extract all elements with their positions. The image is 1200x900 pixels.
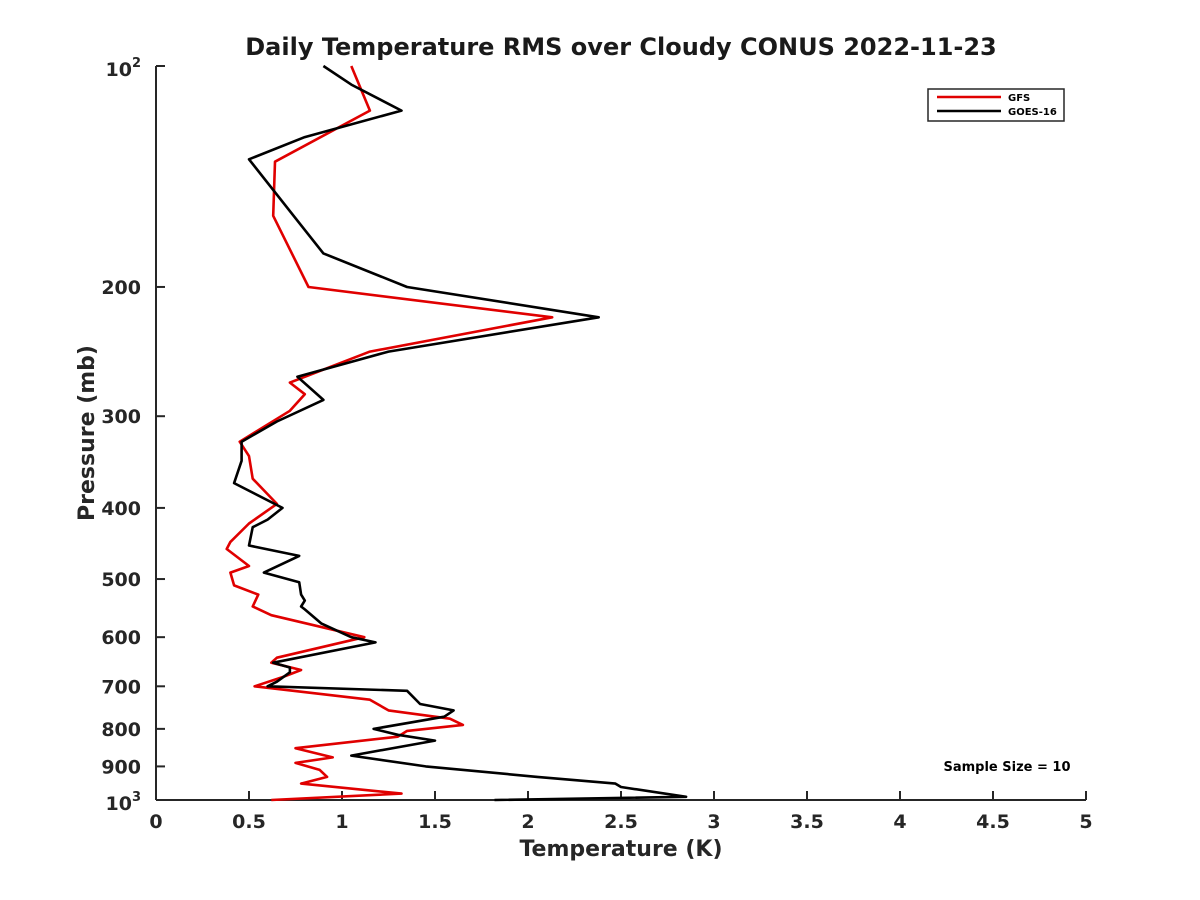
x-tick-label: 5	[1079, 811, 1092, 833]
y-tick-label: 700	[101, 676, 141, 698]
legend-label: GOES-16	[1008, 107, 1057, 118]
sample-size-annotation: Sample Size = 10	[943, 760, 1070, 775]
x-tick-label: 2.5	[604, 811, 638, 833]
y-tick-label: 103	[106, 790, 142, 815]
y-tick-label: 500	[101, 569, 141, 591]
series-line-gfs	[225, 65, 554, 802]
x-tick-label: 4.5	[976, 811, 1010, 833]
legend-label: GFS	[1008, 93, 1030, 104]
chart-title: Daily Temperature RMS over Cloudy CONUS …	[245, 33, 997, 61]
legend: GFS GOES-16	[927, 88, 1065, 122]
y-ticks: 200 300 400 500 600 700 800 900 102 103	[101, 56, 165, 815]
x-axis-label: Temperature (K)	[519, 837, 722, 862]
legend-box	[927, 88, 1065, 122]
y-tick-label: 600	[101, 627, 141, 649]
plot-area: 0 0.5 1 1.5 2 2.5 3 3.5 4 4.5 5 200 300 400 500 600 700…	[101, 56, 1092, 833]
x-tick-label: 0.5	[232, 811, 266, 833]
y-tick-label: 200	[101, 277, 141, 299]
x-tick-label: 2	[521, 811, 534, 833]
x-tick-label: 3	[707, 811, 720, 833]
x-tick-label: 4	[893, 811, 906, 833]
y-tick-label: 800	[101, 719, 141, 741]
y-tick-label: 102	[106, 56, 142, 81]
y-tick-label: 300	[101, 406, 141, 428]
x-tick-label: 1.5	[418, 811, 452, 833]
series-layer	[225, 64, 688, 802]
x-tick-label: 0	[149, 811, 162, 833]
y-axis-label: Pressure (mb)	[75, 345, 100, 521]
series-line-goes-16	[232, 64, 688, 802]
x-tick-label: 3.5	[790, 811, 824, 833]
x-ticks: 0 0.5 1 1.5 2 2.5 3 3.5 4 4.5 5	[149, 791, 1093, 833]
x-tick-label: 1	[335, 811, 348, 833]
y-tick-label: 900	[101, 756, 141, 778]
y-tick-label: 400	[101, 498, 141, 520]
